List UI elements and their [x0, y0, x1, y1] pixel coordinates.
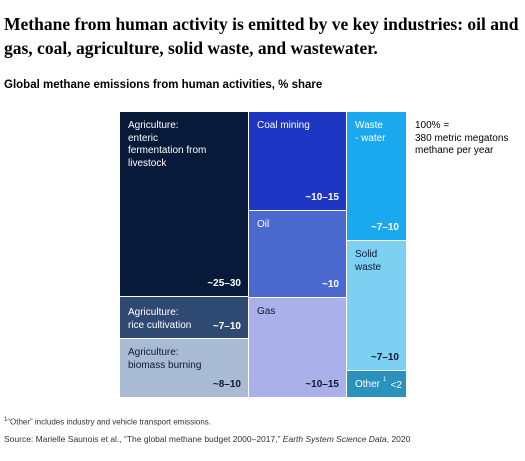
total-label: 100% = 380 metric megatons methane per y…: [415, 120, 509, 156]
cell-label-gas: Gas: [257, 306, 276, 317]
treemap-cell-gas: Gas ~10–15: [249, 298, 346, 397]
footnote-text: “Other” includes industry and vehicle tr…: [7, 417, 211, 427]
cell-label-rice: Agriculture: rice cultivation: [128, 307, 192, 331]
treemap-cell-biomass: Agriculture: biomass burning ~8–10: [120, 339, 248, 397]
footnote-marker: 1: [4, 417, 8, 423]
cell-value-coal: ~10–15: [305, 192, 339, 203]
cell-label-solid: Solid waste: [355, 249, 382, 273]
source-journal: Earth System Science Data: [282, 434, 387, 444]
cell-label-coal: Coal mining: [257, 120, 310, 131]
cell-label-enteric: Agriculture: enteric fermentation from l…: [128, 120, 207, 169]
cell-value-oil: ~10: [322, 279, 339, 290]
source: Source: Marielle Saunois et al., “The gl…: [4, 434, 410, 444]
cell-value-biomass: ~8–10: [212, 379, 241, 390]
treemap-cell-rice: Agriculture: rice cultivation ~7–10: [120, 297, 248, 338]
chart-title: Global methane emissions from human acti…: [4, 79, 323, 91]
cell-value-rice: ~7–10: [212, 321, 241, 332]
cell-label-sup-other: 1: [383, 377, 387, 383]
cell-value-wastewater: ~7–10: [370, 222, 399, 233]
headline: Methane from human activity is emitted b…: [4, 14, 519, 58]
source-prefix: Source: Marielle Saunois et al., “The gl…: [4, 434, 283, 444]
cell-label-biomass: Agriculture: biomass burning: [128, 347, 202, 371]
cell-value-gas: ~10–15: [305, 379, 339, 390]
footnote: 1“Other” includes industry and vehicle t…: [4, 417, 211, 427]
source-suffix: , 2020: [386, 434, 411, 444]
cell-value-enteric: ~25–30: [207, 278, 241, 289]
cell-value-other: <2: [390, 380, 402, 391]
cell-label-oil: Oil: [257, 219, 270, 230]
treemap-cell-coal: Coal mining ~10–15: [249, 112, 346, 210]
cell-label-wastewater: Waste - water: [355, 120, 386, 144]
treemap-cell-enteric: Agriculture: enteric fermentation from l…: [120, 112, 248, 296]
cell-value-solid: ~7–10: [370, 352, 399, 363]
treemap-cell-oil: Oil ~10: [249, 211, 346, 297]
treemap-cell-solid: Solid waste ~7–10: [347, 241, 406, 370]
cell-label-other: Other: [355, 378, 381, 390]
treemap-cell-other: Other 1 <2: [347, 371, 406, 397]
treemap-chart: Agriculture: enteric fermentation from l…: [120, 112, 406, 397]
treemap-cell-wastewater: Waste - water ~7–10: [347, 112, 406, 240]
